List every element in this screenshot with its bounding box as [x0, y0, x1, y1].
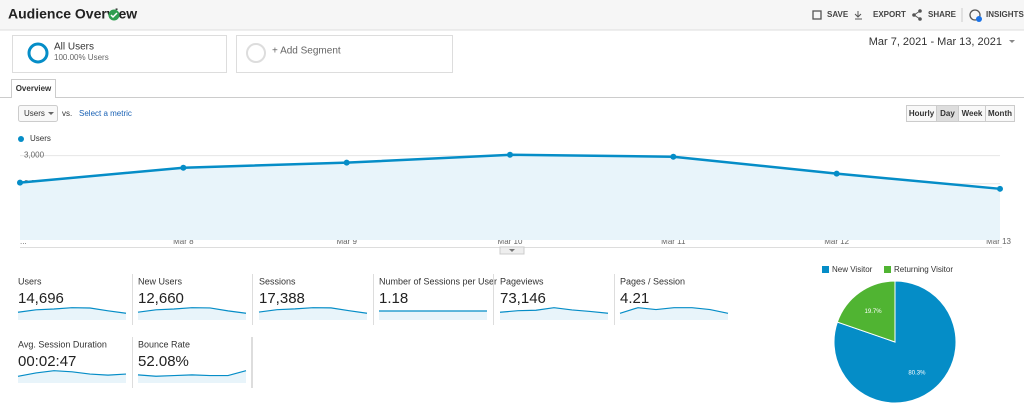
sparkline-area	[18, 307, 126, 320]
date-dropdown[interactable]	[1009, 40, 1015, 43]
metric-value: 4.21	[620, 290, 649, 307]
metric-value: 14,696	[18, 290, 64, 307]
x-tick-label: Mar 12	[824, 237, 849, 246]
pie-label: 19.7%	[865, 309, 883, 315]
x-tick-label: ...	[20, 237, 27, 246]
metric-value: 00:02:47	[18, 353, 76, 370]
share-button[interactable]: SHARE	[928, 10, 957, 19]
metric-value: 1.18	[379, 290, 408, 307]
add-segment-ring	[246, 43, 266, 63]
point	[833, 170, 840, 177]
add-segment-card[interactable]	[236, 35, 453, 73]
tab-cover	[12, 96, 55, 99]
metric-label: Sessions	[259, 276, 296, 286]
metric-value: 73,146	[500, 290, 546, 307]
x-tick-label: Mar 9	[336, 237, 357, 246]
metric-label: Avg. Session Duration	[18, 339, 107, 349]
metric-label: Pageviews	[500, 276, 544, 286]
x-tick-label: Mar 11	[661, 237, 686, 246]
metric-label: Number of Sessions per User	[379, 276, 497, 286]
metric-label: Bounce Rate	[138, 339, 190, 349]
insights-badge	[976, 16, 982, 22]
sparkline	[137, 370, 247, 377]
page-title: Audience Overview	[8, 6, 137, 22]
point	[343, 159, 350, 166]
x-tick-label: Mar 10	[498, 237, 523, 246]
point	[17, 179, 23, 186]
metric-label: New Users	[138, 276, 183, 286]
add-segment[interactable]: + Add Segment	[272, 46, 341, 57]
insights-icon[interactable]	[969, 9, 981, 21]
sparkline-area	[620, 307, 728, 320]
pie-legend-label: Returning Visitor	[894, 265, 953, 274]
tab-label[interactable]: Overview	[16, 84, 52, 93]
sparkline	[137, 307, 247, 314]
sparkline	[499, 307, 609, 314]
save-icon[interactable]	[812, 10, 822, 20]
date-range[interactable]: Mar 7, 2021 - Mar 13, 2021	[869, 36, 1002, 48]
metric-caret	[48, 112, 54, 115]
granularity-button[interactable]	[985, 105, 1015, 122]
metric-dropdown[interactable]	[18, 105, 58, 122]
y-tick-label: 3,000	[24, 151, 45, 160]
sparkline	[17, 370, 127, 377]
verified-check	[110, 12, 118, 19]
metric-name[interactable]: Users	[24, 109, 45, 118]
point	[670, 153, 677, 160]
pie-label: 80.3%	[908, 370, 926, 376]
legend-marker	[18, 136, 24, 142]
sparkline-area	[259, 307, 367, 320]
pie-legend-marker	[822, 266, 829, 273]
sparkline-area	[138, 307, 246, 320]
metric-value: 12,660	[138, 290, 184, 307]
x-tick-label: Mar 13	[986, 237, 1011, 246]
save-button[interactable]: SAVE	[827, 10, 849, 19]
granularity-label[interactable]: Day	[940, 109, 955, 118]
area	[20, 154, 1000, 240]
header-bar	[0, 0, 1024, 30]
point	[997, 185, 1003, 192]
granularity-label[interactable]: Hourly	[909, 109, 935, 118]
granularity-label[interactable]: Week	[962, 109, 983, 118]
metric-value: 17,388	[259, 290, 305, 307]
export-button[interactable]: EXPORT	[873, 10, 906, 19]
resize-caret	[509, 249, 515, 252]
share-icon[interactable]	[912, 9, 922, 21]
pie-slice	[836, 280, 896, 343]
point	[507, 151, 513, 158]
metric-value: 52.08%	[138, 353, 189, 370]
point	[180, 164, 187, 171]
sparkline	[17, 307, 127, 314]
sparkline-area	[500, 307, 608, 320]
segment-card[interactable]	[12, 35, 227, 73]
segment-share: 100.00% Users	[54, 53, 109, 62]
metric-label: Pages / Session	[620, 276, 685, 286]
pie-legend-label: New Visitor	[832, 265, 873, 274]
insights-button[interactable]: INSIGHTS	[986, 10, 1024, 19]
segment-name: All Users	[54, 42, 94, 53]
sparkline-area	[18, 370, 126, 383]
pie-legend-marker	[884, 266, 891, 273]
export-icon[interactable]	[854, 11, 862, 20]
metric-label: Users	[18, 276, 42, 286]
sparkline	[619, 307, 729, 314]
legend-label: Users	[30, 134, 51, 143]
sparkline-area	[138, 370, 246, 383]
x-tick-label: Mar 8	[173, 237, 194, 246]
segment-ring	[27, 42, 49, 64]
granularity-label[interactable]: Month	[988, 109, 1012, 118]
sparkline-area	[379, 311, 487, 320]
select-metric[interactable]: Select a metric	[79, 109, 132, 118]
vs-label: vs.	[62, 109, 72, 118]
sparkline	[258, 307, 368, 314]
